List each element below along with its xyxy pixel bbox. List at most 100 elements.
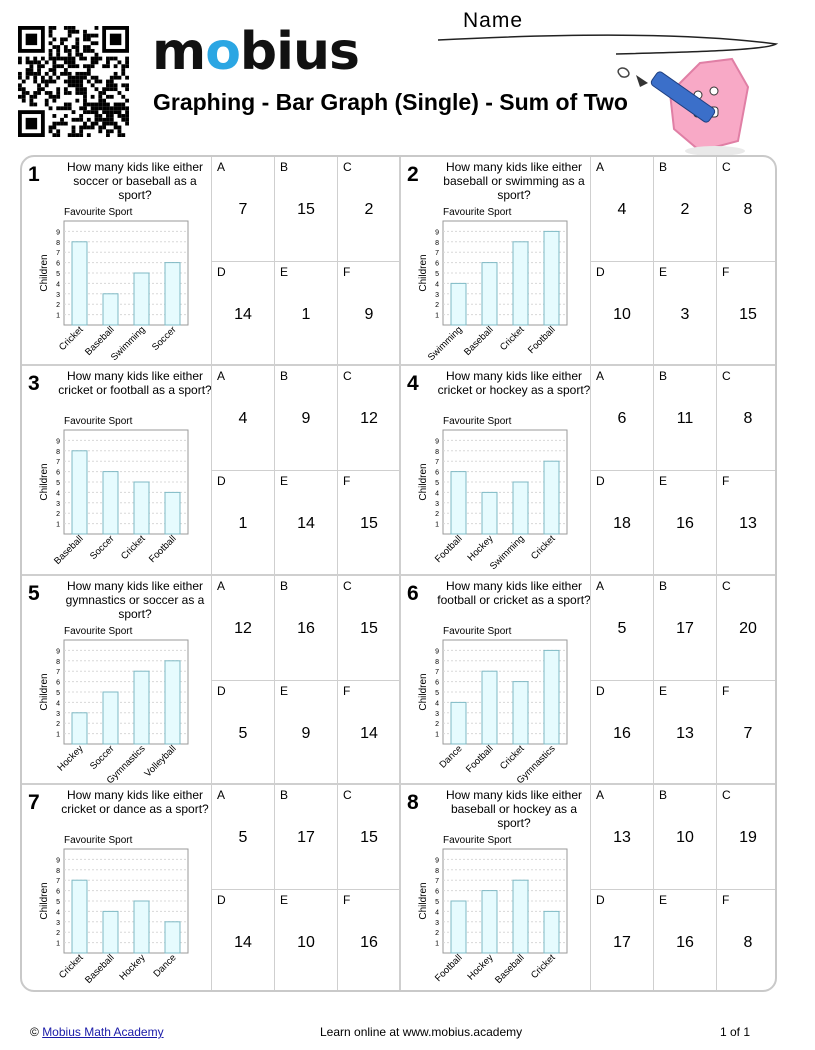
answer-option-c[interactable]: C 19	[716, 785, 775, 889]
answer-option-b[interactable]: B 16	[274, 576, 337, 680]
bar-baseball	[102, 293, 119, 326]
page-title: Graphing - Bar Graph (Single) - Sum of T…	[153, 89, 628, 115]
option-letter: E	[659, 893, 668, 907]
y-tick-label: 3	[435, 501, 439, 508]
bar-chart: Favourite Sport Children 1 2 3 4 5 6 7 8 9 Hockey So…	[39, 626, 189, 785]
option-value: 4	[238, 410, 248, 427]
answer-option-e[interactable]: E 10	[274, 890, 337, 990]
x-tick-label: Swimming	[109, 324, 148, 363]
bar-swimming	[450, 282, 467, 326]
answer-option-f[interactable]: F 15	[337, 471, 400, 575]
answer-option-a[interactable]: A 13	[590, 785, 653, 889]
y-tick-label: 9	[435, 229, 439, 236]
question-text: How many kids like either cricket or dan…	[61, 788, 209, 816]
x-tick-label: Football	[433, 533, 465, 565]
answer-option-f[interactable]: F 13	[716, 471, 775, 575]
option-letter: E	[280, 474, 289, 488]
bar-football	[543, 230, 560, 326]
y-tick-label: 5	[56, 480, 60, 487]
option-letter: B	[659, 579, 668, 593]
mobius-academy-link[interactable]: Mobius Math Academy	[42, 1025, 164, 1039]
option-letter: D	[217, 474, 226, 488]
question-number: 6	[407, 582, 419, 605]
answer-option-b[interactable]: B 11	[653, 366, 716, 470]
answer-option-e[interactable]: E 14	[274, 471, 337, 575]
x-tick-label: Cricket	[529, 533, 558, 562]
answer-option-c[interactable]: C 15	[337, 785, 400, 889]
answer-option-f[interactable]: F 14	[337, 681, 400, 785]
y-tick-label: 5	[435, 271, 439, 278]
chart-title: Favourite Sport	[443, 416, 512, 427]
answer-option-b[interactable]: B 10	[653, 785, 716, 889]
option-divider	[211, 470, 400, 471]
option-letter: F	[722, 684, 730, 698]
y-tick-label: 5	[435, 899, 439, 906]
y-tick-label: 2	[56, 302, 60, 309]
x-tick-label: Cricket	[529, 952, 558, 981]
answer-option-c[interactable]: C 20	[716, 576, 775, 680]
y-tick-label: 3	[435, 920, 439, 927]
option-letter: B	[280, 788, 289, 802]
x-tick-label: Cricket	[119, 533, 148, 562]
bar-baseball	[481, 262, 498, 326]
answer-option-e[interactable]: E 16	[653, 890, 716, 990]
option-letter: F	[343, 474, 351, 488]
option-letter: B	[280, 579, 289, 593]
y-tick-label: 4	[435, 700, 439, 707]
answer-option-d[interactable]: D 18	[590, 471, 653, 575]
option-value: 16	[676, 934, 694, 951]
x-tick-label: Dance	[151, 952, 178, 979]
answer-option-f[interactable]: F 15	[716, 262, 775, 366]
y-tick-label: 9	[56, 229, 60, 236]
answer-option-c[interactable]: C 12	[337, 366, 400, 470]
answer-option-b[interactable]: B 17	[274, 785, 337, 889]
y-tick-label: 7	[56, 669, 60, 676]
x-tick-label: Swimming	[426, 324, 465, 363]
answer-option-d[interactable]: D 14	[211, 890, 274, 990]
answer-option-d[interactable]: D 10	[590, 262, 653, 366]
option-value: 7	[238, 201, 248, 218]
y-tick-label: 7	[56, 250, 60, 257]
answer-option-b[interactable]: B 17	[653, 576, 716, 680]
y-tick-label: 3	[435, 711, 439, 718]
y-tick-label: 5	[56, 899, 60, 906]
x-tick-label: Cricket	[57, 952, 86, 981]
answer-option-d[interactable]: D 14	[211, 262, 274, 366]
option-divider	[211, 680, 400, 681]
answer-option-e[interactable]: E 16	[653, 471, 716, 575]
answer-option-d[interactable]: D 16	[590, 681, 653, 785]
y-tick-label: 7	[435, 878, 439, 885]
y-tick-label: 6	[56, 261, 60, 268]
x-tick-label: Soccer	[88, 743, 117, 772]
answer-option-a[interactable]: A 12	[211, 576, 274, 680]
option-value: 15	[360, 515, 378, 532]
page-number: 1 of 1	[720, 1025, 751, 1039]
answer-option-d[interactable]: D 17	[590, 890, 653, 990]
answer-option-f[interactable]: F 16	[337, 890, 400, 990]
answer-option-c[interactable]: C 15	[337, 576, 400, 680]
answer-option-b[interactable]: B 15	[274, 157, 337, 261]
y-tick-label: 4	[56, 700, 60, 707]
row-divider	[22, 574, 775, 576]
answer-option-e[interactable]: E 13	[653, 681, 716, 785]
option-letter: B	[659, 369, 668, 383]
